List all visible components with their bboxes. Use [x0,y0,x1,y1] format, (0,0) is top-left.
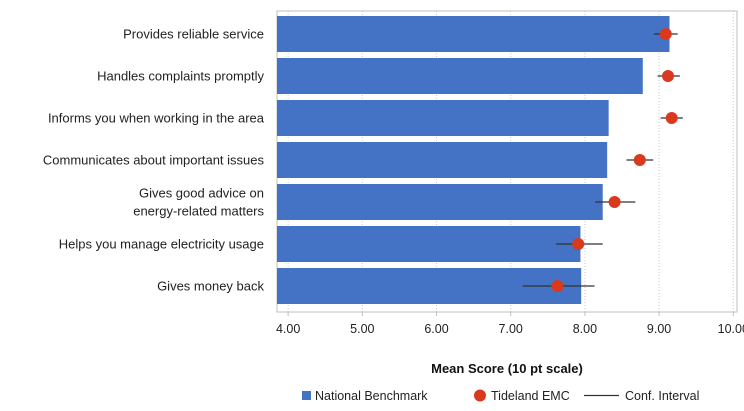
bar [277,184,603,220]
category-label: energy-related matters [133,204,264,219]
x-tick-label: 5.00 [350,322,374,336]
point [659,28,672,40]
point [572,238,585,250]
bars [277,16,670,304]
legend-swatch-benchmark [302,391,311,400]
x-tick-label: 7.00 [499,322,523,336]
x-tick-label: 4.00 [276,322,300,336]
point [662,70,674,82]
bar [277,16,670,52]
x-tick-label: 8.00 [573,322,597,336]
x-axis-title: Mean Score (10 pt scale) [431,361,583,376]
category-labels: Provides reliable service Handles complai… [43,27,265,294]
x-tick-labels: 4.00 5.00 6.00 7.00 8.00 9.00 10.00 [276,312,744,336]
legend: National Benchmark Tideland EMC Conf. In… [302,389,699,403]
category-label: Gives good advice on [139,186,264,201]
x-tick-label: 6.00 [424,322,448,336]
category-label: Informs you when working in the area [48,111,265,126]
category-label: Communicates about important issues [43,153,265,168]
bar [277,142,608,178]
legend-label-ci: Conf. Interval [625,389,699,403]
legend-label-benchmark: National Benchmark [315,389,428,403]
point [633,154,646,166]
legend-label-tideland: Tideland EMC [491,389,570,403]
point [551,280,564,292]
category-label: Handles complaints promptly [97,69,264,84]
bar [277,58,643,94]
bar [277,226,581,262]
bar [277,100,609,136]
x-tick-label: 9.00 [647,322,671,336]
point [665,112,678,124]
category-label: Helps you manage electricity usage [59,237,264,252]
legend-marker-tideland [474,389,486,402]
point [608,196,621,208]
category-label: Provides reliable service [123,27,264,42]
x-tick-label: 10.00 [718,322,744,336]
points [551,28,678,292]
category-label: Gives money back [157,279,264,294]
